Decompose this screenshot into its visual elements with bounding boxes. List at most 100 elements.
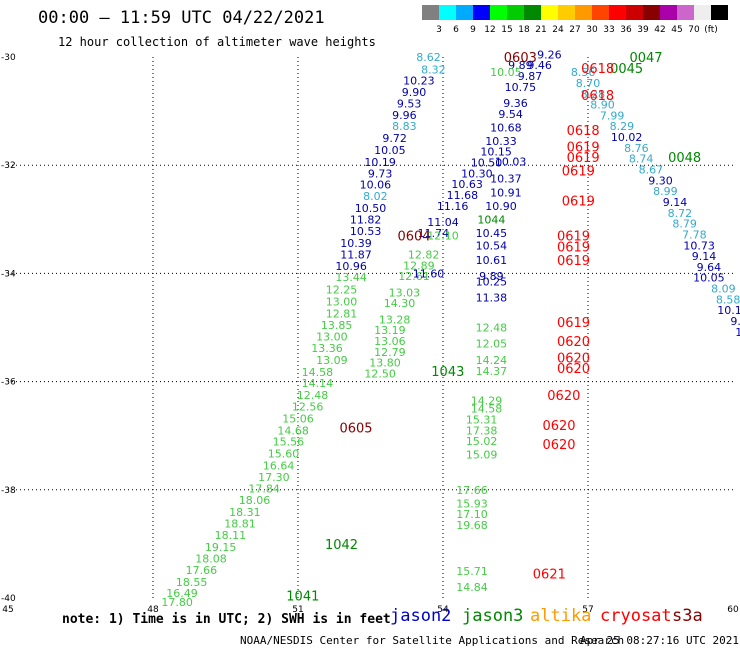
data-point-label: 9.87 — [518, 70, 543, 83]
data-point-label: 9.54 — [498, 108, 523, 121]
data-point-label: 10.33 — [485, 135, 517, 148]
data-point-label: 10.50 — [355, 202, 387, 215]
legend-jason2: jason2 — [390, 606, 452, 626]
data-point-label: 10.96 — [335, 260, 367, 273]
data-point-label: 9.14 — [663, 196, 688, 209]
data-point-label: 11.74 — [418, 227, 450, 240]
footer-note: note: 1) Time is in UTC; 2) SWH is in fe… — [62, 612, 391, 627]
x-tick-label: 60 — [727, 605, 739, 615]
colorbar-tick-label: 24 — [552, 25, 564, 35]
data-point-label: 14.58 — [302, 366, 334, 379]
pass-time-label: 1043 — [431, 365, 464, 380]
data-point-label: 12.89 — [403, 259, 435, 272]
data-point-label: 12.25 — [326, 284, 358, 297]
x-tick-label: 54 — [437, 605, 449, 615]
chart-title: 00:00 – 11:59 UTC 04/22/2021 — [38, 8, 325, 28]
pass-time-label: 0048 — [668, 151, 701, 166]
pass-time-label: 0618 — [581, 62, 614, 77]
data-point-label: 10.75 — [505, 81, 537, 94]
data-point-label: 18.06 — [239, 494, 271, 507]
data-point-label: 17.30 — [258, 471, 290, 484]
x-tick-label: 51 — [292, 605, 303, 615]
data-point-label: 8.76 — [624, 142, 649, 155]
data-point-label: 12.79 — [374, 346, 406, 359]
data-point-label: 18.31 — [229, 506, 261, 519]
data-point-label: 10.03 — [495, 155, 527, 168]
pass-time-label: 0619 — [557, 254, 590, 269]
y-tick-label: -30 — [1, 53, 16, 63]
colorbar-swatch — [711, 5, 728, 20]
pass-time-label: 0619 — [562, 194, 595, 209]
data-point-label: 14.37 — [476, 365, 508, 378]
data-point-label: 10.91 — [490, 186, 522, 199]
data-point-label: 13.09 — [316, 354, 348, 367]
colorbar-tick-label: 9 — [470, 25, 476, 35]
pass-time-label: 0619 — [562, 165, 595, 180]
data-point-label: 12.81 — [326, 307, 358, 320]
data-point-label: 8.62 — [416, 51, 441, 64]
data-point-label: 18.08 — [195, 553, 227, 566]
data-point-label: 10.30 — [461, 167, 493, 180]
data-point-label: 11.60 — [413, 267, 445, 280]
data-point-label: 19.15 — [205, 541, 237, 554]
data-point-label: 9.53 — [397, 98, 422, 111]
data-point-label: 14.30 — [384, 297, 416, 310]
data-point-label: 10.39 — [340, 237, 372, 250]
data-point-label: 1044 — [477, 213, 505, 226]
data-point-label: 10.90 — [485, 200, 517, 213]
pass-time-label: 0618 — [567, 124, 600, 139]
data-point-label: 12.05 — [476, 338, 508, 351]
data-point-label: 9.73 — [368, 167, 393, 180]
data-point-label: 11.04 — [427, 216, 459, 229]
data-point-label: 15.06 — [282, 412, 314, 425]
data-point-label: 8.09 — [711, 283, 736, 296]
colorbar-tick-label: 15 — [501, 25, 512, 35]
data-point-label: 13.00 — [316, 331, 348, 344]
data-point-label: 7.78 — [682, 228, 707, 241]
data-point-label: 9.72 — [382, 132, 407, 145]
data-point-label: 15.31 — [466, 413, 498, 426]
data-point-label: 12.61 — [398, 270, 430, 283]
data-point-label: 9.89 — [479, 270, 504, 283]
colorbar-tick-label: 21 — [535, 25, 546, 35]
data-point-label: 15.56 — [273, 436, 305, 449]
data-point-label: 16.49 — [166, 587, 198, 600]
pass-time-label: 0045 — [610, 62, 643, 77]
data-point-label: 10.3 — [735, 326, 740, 339]
data-point-label: 8.28 — [581, 88, 606, 101]
data-point-label: 7.99 — [600, 109, 625, 122]
colorbar-tick-label: 39 — [637, 25, 649, 35]
data-point-label: 8.29 — [610, 120, 635, 133]
colorbar-swatch — [490, 5, 507, 20]
data-point-label: 10.05 — [374, 144, 406, 157]
colorbar-tick-label: 18 — [518, 25, 530, 35]
pass-time-label: 0620 — [557, 351, 590, 366]
data-point-label: 13.28 — [379, 313, 411, 326]
data-point-label: 8.02 — [363, 190, 388, 203]
data-point-label: 10.63 — [451, 178, 483, 191]
pass-time-label: 0619 — [567, 140, 600, 155]
data-point-label: 17.80 — [161, 596, 193, 609]
colorbar-swatch — [524, 5, 541, 20]
data-point-label: 9.30 — [648, 174, 673, 187]
data-point-label: 13.03 — [389, 286, 421, 299]
legend-cryosat: cryosat — [600, 606, 672, 626]
colorbar-tick-label: 3 — [436, 25, 442, 35]
legend-s3a: s3a — [672, 606, 703, 626]
data-point-label: 9.46 — [527, 59, 552, 72]
data-point-label: 15.02 — [466, 435, 498, 448]
data-point-label: 11.16 — [437, 200, 469, 213]
data-point-label: 17.10 — [456, 508, 488, 521]
data-point-label: 8.58 — [716, 293, 740, 306]
data-point-label: 10.68 — [490, 121, 522, 134]
data-point-label: 17.66 — [186, 564, 218, 577]
colorbar-swatch — [541, 5, 558, 20]
pass-time-label: 0605 — [339, 422, 372, 437]
x-tick-label: 48 — [147, 605, 159, 615]
data-point-label: 10.61 — [476, 254, 508, 267]
data-point-label: 18.11 — [215, 529, 247, 542]
data-point-label: 8.99 — [653, 185, 678, 198]
colorbar-swatch — [592, 5, 609, 20]
data-point-label: 8.79 — [672, 218, 697, 231]
